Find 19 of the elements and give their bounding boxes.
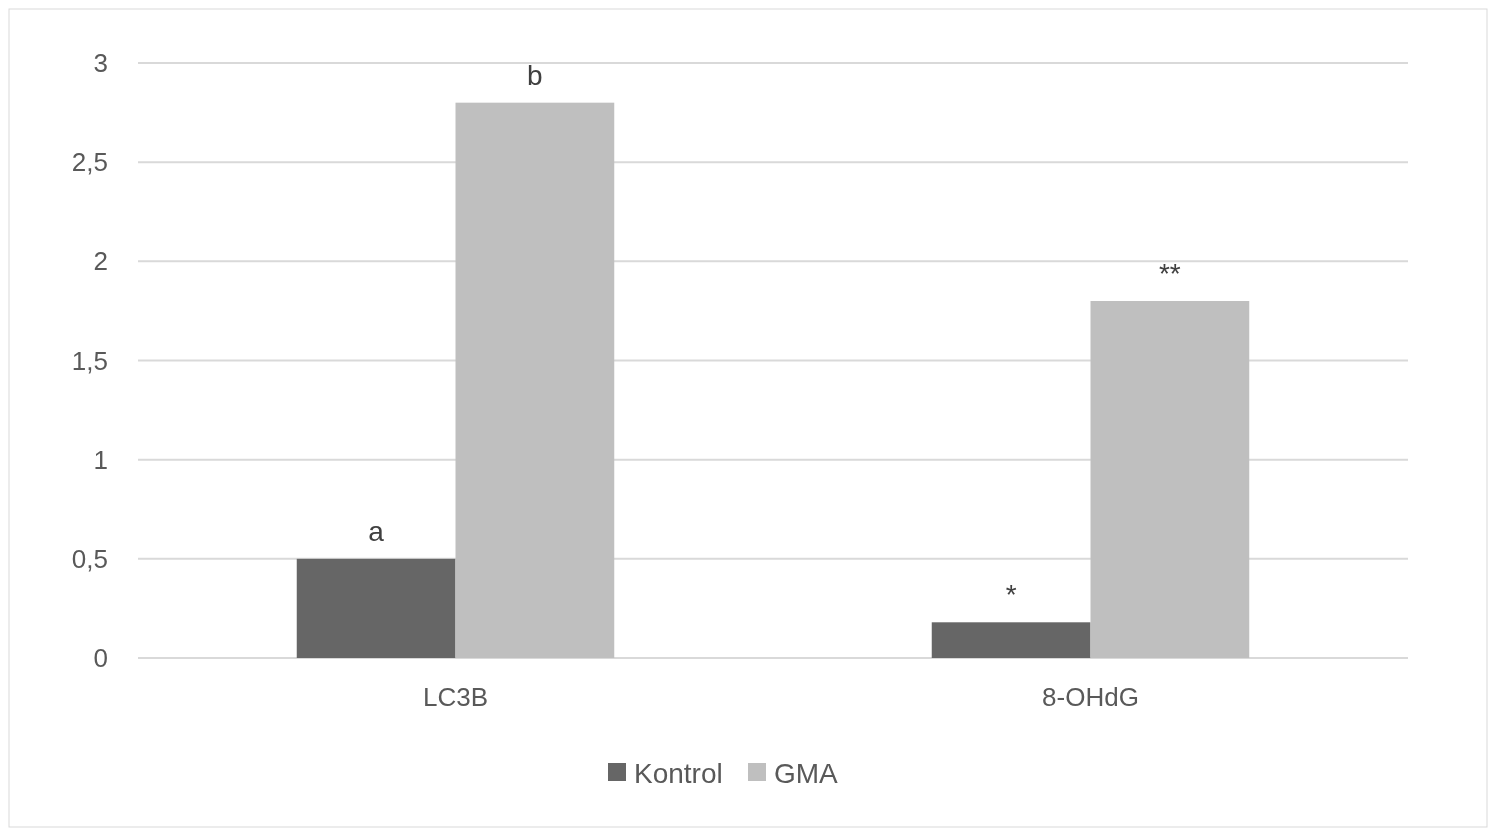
annotation: ** xyxy=(1158,258,1181,289)
x-tick-label: LC3B xyxy=(422,682,489,712)
x-tick-label: 8-OHdG xyxy=(1042,682,1139,712)
bar xyxy=(455,102,615,658)
y-tick-label: 0,5 xyxy=(71,543,108,574)
y-tick-label: 2 xyxy=(93,246,108,277)
legend-label: GMA xyxy=(774,757,839,789)
bar xyxy=(1090,301,1250,658)
bar xyxy=(296,558,456,658)
annotation: a xyxy=(368,515,385,547)
legend-label: Kontrol xyxy=(634,757,723,789)
y-tick-label: 1 xyxy=(93,444,108,475)
y-tick-label: 3 xyxy=(93,48,108,79)
y-tick-label: 1,5 xyxy=(71,345,108,376)
bar xyxy=(931,622,1091,658)
y-tick-label: 2,5 xyxy=(71,147,108,178)
annotation: * xyxy=(1005,579,1017,611)
y-tick-label: 0 xyxy=(93,643,108,674)
annotation: b xyxy=(527,59,543,91)
